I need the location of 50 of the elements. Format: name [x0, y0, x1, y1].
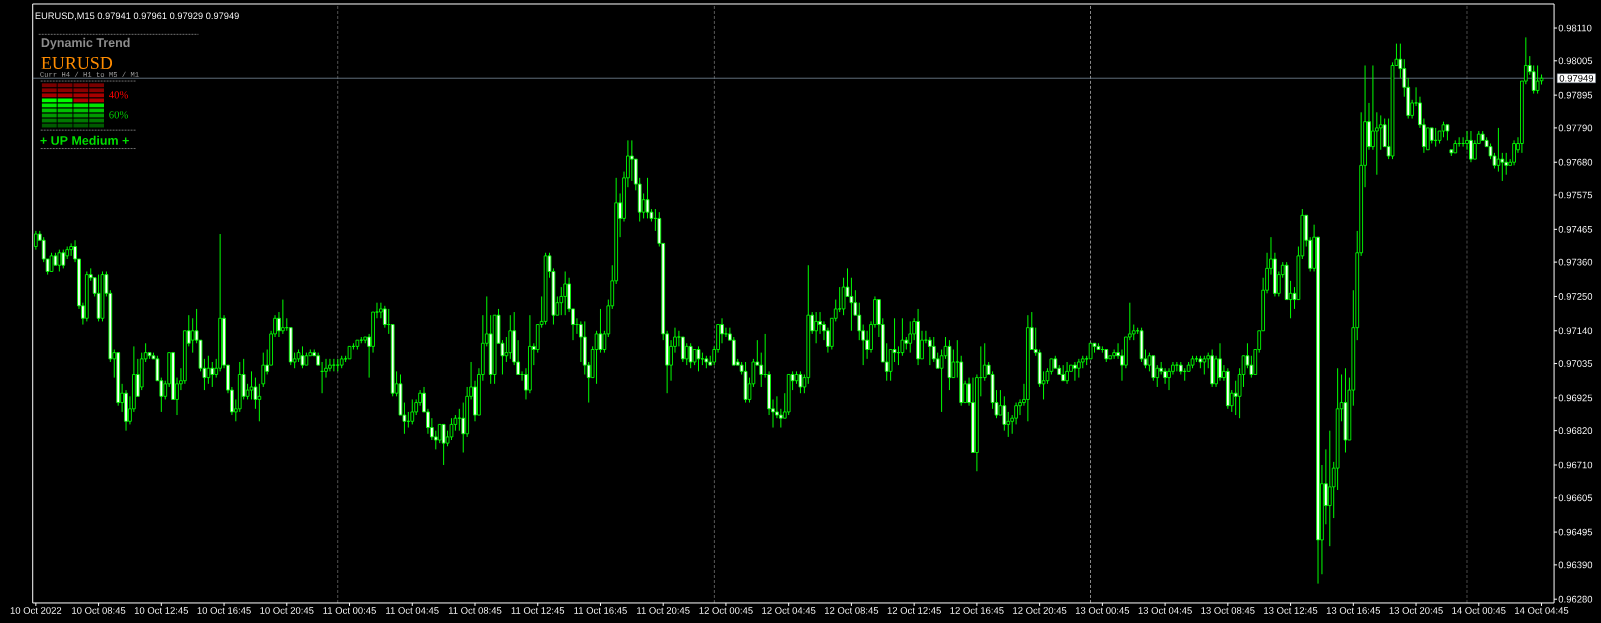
annotation: + UP Medium +: [40, 135, 129, 145]
x-tick-label: 12 Oct 04:45: [762, 607, 816, 614]
x-tick-label: 10 Oct 2022: [10, 607, 62, 614]
ref-line-label: 0.97949: [1559, 74, 1594, 82]
x-tick-label: 11 Oct 08:45: [448, 607, 502, 614]
x-tick-label: 11 Oct 20:45: [637, 607, 690, 614]
y-tick-label: 0.97035: [1558, 360, 1593, 367]
y-tick-label: 0.97575: [1558, 191, 1593, 199]
x-tick-label: 12 Oct 08:45: [824, 607, 879, 614]
annotation: 40%: [108, 91, 128, 99]
y-tick-label: 0.97680: [1558, 158, 1593, 166]
y-tick-label: 0.97250: [1558, 293, 1593, 300]
y-tick-label: 0.96390: [1558, 561, 1593, 569]
x-tick-label: 12 Oct 20:45: [1013, 607, 1067, 614]
y-tick-label: 0.96280: [1558, 595, 1593, 603]
y-tick-label: 0.96820: [1558, 427, 1593, 435]
x-tick-label: 13 Oct 12:45: [1264, 607, 1318, 614]
x-tick-label: 13 Oct 00:45: [1075, 607, 1130, 614]
x-tick-label: 10 Oct 20:45: [260, 607, 314, 614]
x-tick-label: 11 Oct 04:45: [386, 607, 439, 614]
x-tick-label: 11 Oct 16:45: [574, 607, 627, 614]
x-tick-label: 12 Oct 16:45: [950, 607, 1004, 614]
x-tick-label: 11 Oct 12:45: [511, 607, 565, 614]
annotation: Dynamic Trend: [41, 37, 130, 50]
text: EURUSD,M15 0.97941 0.97961 0.97929 0.97949: [35, 12, 239, 21]
y-tick-label: 0.97360: [1558, 258, 1593, 266]
x-tick-label: 14 Oct 00:45: [1452, 607, 1506, 614]
y-tick-label: 0.98005: [1558, 57, 1593, 65]
y-tick-label: 0.96605: [1558, 494, 1593, 502]
x-tick-label: 11 Oct 00:45: [323, 607, 376, 614]
y-tick-label: 0.97465: [1558, 226, 1593, 233]
x-tick-label: 10 Oct 08:45: [72, 607, 126, 614]
x-tick-label: 13 Oct 20:45: [1389, 607, 1443, 614]
x-tick-label: 12 Oct 12:45: [887, 607, 941, 614]
y-tick-label: 0.97895: [1558, 91, 1593, 99]
y-tick-label: 0.96925: [1558, 394, 1593, 402]
annotation: EURUSD: [41, 57, 113, 70]
annotation: 60%: [109, 111, 128, 119]
y-tick-label: 0.96710: [1558, 461, 1593, 469]
y-tick-label: 0.98110: [1558, 24, 1592, 32]
x-tick-label: 13 Oct 16:45: [1326, 607, 1381, 614]
x-tick-label: 13 Oct 04:45: [1138, 607, 1192, 614]
x-tick-label: 10 Oct 12:45: [134, 607, 189, 614]
y-tick-label: 0.97790: [1558, 124, 1593, 132]
y-tick-label: 0.97140: [1558, 327, 1593, 335]
y-tick-label: 0.96495: [1558, 528, 1593, 536]
x-tick-label: 10 Oct 16:45: [197, 607, 251, 614]
x-tick-label: 13 Oct 08:45: [1201, 607, 1255, 614]
x-tick-label: 12 Oct 00:45: [699, 607, 753, 614]
x-tick-label: 14 Oct 04:45: [1515, 607, 1569, 614]
